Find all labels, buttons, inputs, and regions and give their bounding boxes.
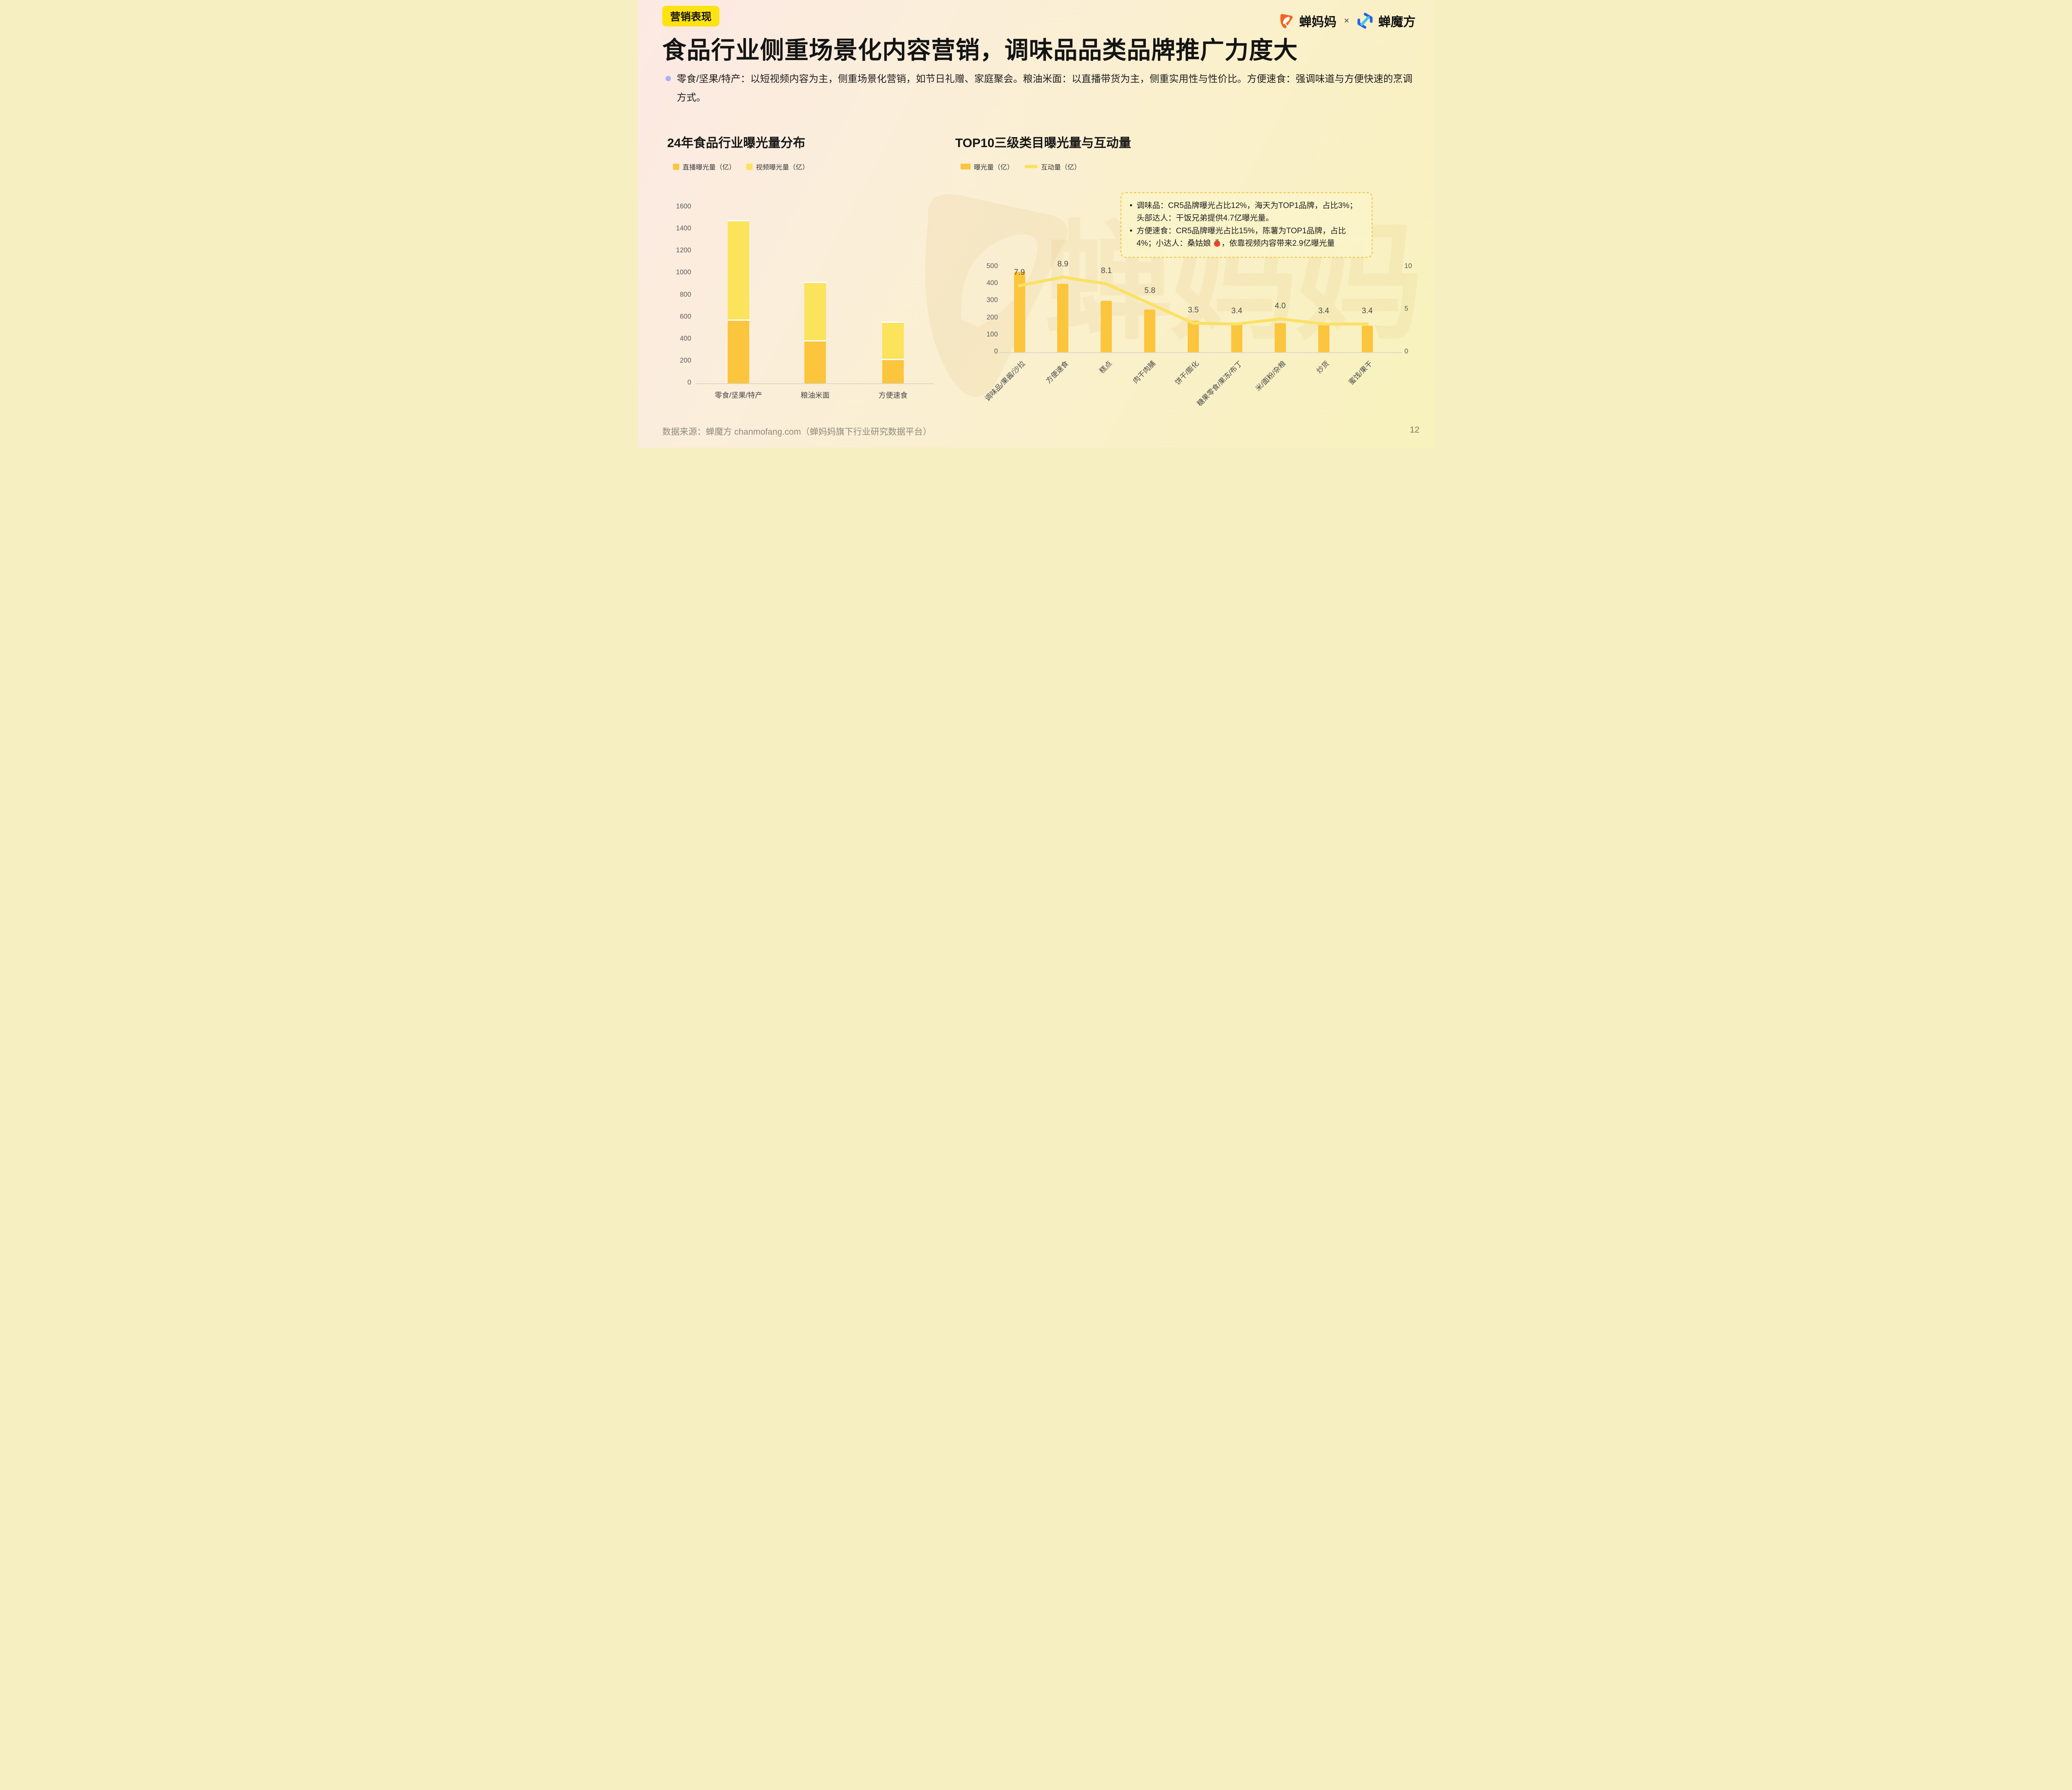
summary-text: 零食/坚果/特产：以短视频内容为主，侧重场景化营销，如节日礼赠、家庭聚会。粮油米… <box>677 73 1413 103</box>
left-chart-x-axis-labels: 零食/坚果/特产 粮油米面 方便速食 <box>696 390 932 406</box>
interaction-value-label: 5.8 <box>1144 286 1155 295</box>
x-category-label: 蜜饯/果干 <box>1347 359 1375 387</box>
y-tick-label: 100 <box>986 330 998 338</box>
legend-swatch-interaction-icon <box>1024 165 1038 168</box>
right-chart-legend: 曝光量（亿） 互动量（亿） <box>961 162 1081 172</box>
x-category-label: 零食/坚果/特产 <box>714 391 762 399</box>
exposure-bar <box>1101 301 1112 352</box>
y-tick-label: 0 <box>1404 348 1409 355</box>
stacked-bar <box>882 321 904 383</box>
exposure-bar <box>1274 323 1286 352</box>
exposure-bar <box>1361 326 1373 352</box>
page-title: 食品行业侧重场景化内容营销，调味品品类品牌推广力度大 <box>662 37 1298 64</box>
right-chart-value-labels: 7.9 8.9 8.1 5.8 3.5 3.4 4.0 3.4 3.4 <box>1003 260 1399 352</box>
y-tick-label: 400 <box>986 279 998 287</box>
exposure-bar <box>1231 323 1242 352</box>
legend-item-exposure: 曝光量（亿） <box>961 162 1014 172</box>
y-tick-label: 1400 <box>676 225 691 232</box>
report-slide: 蝉妈妈 营销表现 食品行业侧重场景化内容营销，调味品品类品牌推广力度大 零食/坚… <box>638 0 1434 448</box>
summary-bullet: 零食/坚果/特产：以短视频内容为主，侧重场景化营销，如节日礼赠、家庭聚会。粮油米… <box>666 70 1414 106</box>
y-tick-label: 200 <box>680 356 691 364</box>
exposure-bar <box>1057 284 1069 352</box>
y-tick-label: 1200 <box>676 247 691 254</box>
note-text: 方便速食：CR5品牌曝光占比15%，陈薯为TOP1品牌，占比4%；小达人：桑姑娘… <box>1136 226 1346 248</box>
interaction-value-label: 8.9 <box>1057 259 1069 268</box>
y-tick-label: 500 <box>986 262 998 270</box>
x-category-label: 方便速食 <box>879 391 908 399</box>
right-chart-x-axis-line <box>999 352 1402 353</box>
note-text: 调味品：CR5品牌曝光占比12%，海天为TOP1品牌，占比3%；头部达人：干饭兄… <box>1136 201 1358 223</box>
legend-swatch-video-icon <box>746 163 753 170</box>
legend-label: 曝光量（亿） <box>974 164 1014 171</box>
left-chart-x-axis-line <box>695 383 934 384</box>
interaction-line-series <box>1018 276 1369 326</box>
page-number: 12 <box>1410 425 1420 435</box>
legend-item-video-exposure: 视频曝光量（亿） <box>746 162 809 172</box>
x-category-label: 调味品/果酱/沙拉 <box>983 359 1026 403</box>
chanmofang-logo-text: 蝉魔方 <box>1378 15 1416 29</box>
legend-label: 互动量（亿） <box>1041 164 1081 171</box>
bullet-dot-icon <box>666 76 671 81</box>
tomato-emoji-icon <box>1214 239 1220 247</box>
x-category-label: 炒货 <box>1315 359 1331 375</box>
interaction-value-label: 3.4 <box>1318 306 1329 315</box>
chanmama-logo-icon <box>1280 14 1293 29</box>
interaction-value-label: 3.4 <box>1361 306 1373 315</box>
stacked-bar <box>804 281 826 383</box>
interaction-value-label: 7.9 <box>1014 268 1025 277</box>
y-tick-label: 1600 <box>676 203 691 210</box>
data-source-text: 数据来源：蝉魔方 chanmofang.com（蝉妈妈旗下行业研究数据平台） <box>662 427 932 437</box>
y-tick-label: 0 <box>994 348 998 355</box>
interaction-value-label: 4.0 <box>1275 301 1286 310</box>
x-category-label: 粮油米面 <box>801 391 830 399</box>
legend-label: 直播曝光量（亿） <box>683 164 736 171</box>
legend-swatch-live-icon <box>673 163 679 170</box>
exposure-bar <box>1144 310 1156 352</box>
note-item-seasoning: • 调味品：CR5品牌曝光占比12%，海天为TOP1品牌，占比3%；头部达人：干… <box>1130 200 1363 225</box>
exposure-bar <box>1188 320 1199 352</box>
x-category-label: 糕点 <box>1098 359 1113 375</box>
legend-label: 视频曝光量（亿） <box>756 164 809 171</box>
x-category-label: 糖果零食/果冻/布丁 <box>1196 359 1244 408</box>
y-tick-label: 400 <box>680 334 691 342</box>
x-category-label: 饼干/膨化 <box>1173 359 1201 387</box>
y-tick-label: 1000 <box>676 268 691 276</box>
right-chart-x-axis-labels: 调味品/果酱/沙拉 方便速食 糕点 肉干肉脯 饼干/膨化 糖果零食/果冻/布丁 米/面粉/杂… <box>983 358 1399 441</box>
note-bullet-icon: • <box>1130 226 1133 235</box>
interaction-value-label: 3.4 <box>1231 306 1242 315</box>
y-tick-label: 800 <box>680 290 691 298</box>
note-bullet-icon: • <box>1130 201 1133 210</box>
chanmofang-logo-icon <box>1357 12 1373 29</box>
exposure-bar <box>1318 325 1329 352</box>
right-chart-plot <box>1003 267 1399 352</box>
section-badge: 营销表现 <box>662 6 720 27</box>
interaction-value-label: 8.1 <box>1101 266 1112 276</box>
legend-swatch-exposure-icon <box>961 164 971 169</box>
left-chart-title: 24年食品行业曝光量分布 <box>667 136 806 150</box>
y-tick-label: 10 <box>1404 262 1412 270</box>
insight-note-box: • 调味品：CR5品牌曝光占比12%，海天为TOP1品牌，占比3%；头部达人：干… <box>1121 192 1372 258</box>
y-tick-label: 5 <box>1404 305 1409 312</box>
chanmama-logo-text: 蝉妈妈 <box>1299 15 1337 29</box>
x-category-label: 方便速食 <box>1044 359 1070 385</box>
logo-separator: × <box>1344 15 1349 26</box>
right-chart-left-y-axis: 0 100 200 300 400 500 <box>966 262 998 355</box>
y-tick-label: 300 <box>986 296 998 304</box>
left-chart-y-axis: 0 200 400 600 800 1000 1200 1400 1600 <box>655 203 691 386</box>
y-tick-label: 600 <box>680 312 691 320</box>
y-tick-label: 200 <box>986 313 998 321</box>
stacked-bar <box>728 220 749 383</box>
left-chart-legend: 直播曝光量（亿） 视频曝光量（亿） <box>673 162 809 172</box>
left-chart-plot <box>696 207 932 383</box>
interaction-value-label: 3.5 <box>1188 305 1199 314</box>
note-item-instant-food: • 方便速食：CR5品牌曝光占比15%，陈薯为TOP1品牌，占比4%；小达人：桑… <box>1130 225 1363 250</box>
x-category-label: 米/面粉/杂粮 <box>1254 359 1288 393</box>
brand-logos: 蝉妈妈 × 蝉魔方 <box>1278 12 1416 30</box>
right-chart-title: TOP10三级类目曝光量与互动量 <box>955 136 1131 150</box>
legend-item-interaction: 互动量（亿） <box>1024 162 1081 172</box>
x-category-label: 肉干肉脯 <box>1131 359 1157 385</box>
y-tick-label: 0 <box>687 379 691 386</box>
legend-item-live-exposure: 直播曝光量（亿） <box>673 162 736 172</box>
right-chart-right-y-axis: 10 5 0 <box>1404 262 1425 355</box>
